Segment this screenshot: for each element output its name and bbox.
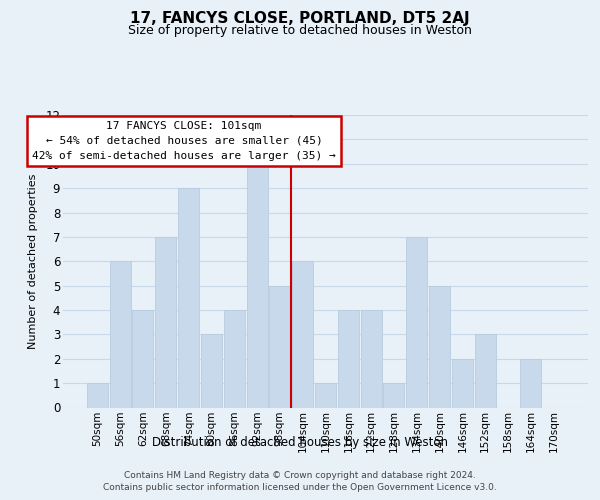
Bar <box>133 310 154 408</box>
Text: 17 FANCYS CLOSE: 101sqm
← 54% of detached houses are smaller (45)
42% of semi-de: 17 FANCYS CLOSE: 101sqm ← 54% of detache… <box>32 121 336 160</box>
Bar <box>155 237 176 408</box>
Bar <box>247 164 268 408</box>
Bar <box>269 286 290 408</box>
Bar <box>338 310 359 408</box>
Bar <box>452 359 473 408</box>
Text: 17, FANCYS CLOSE, PORTLAND, DT5 2AJ: 17, FANCYS CLOSE, PORTLAND, DT5 2AJ <box>130 11 470 26</box>
Bar <box>429 286 450 408</box>
Text: Contains public sector information licensed under the Open Government Licence v3: Contains public sector information licen… <box>103 483 497 492</box>
Bar <box>87 383 108 407</box>
Bar <box>178 188 199 408</box>
Bar <box>292 261 313 408</box>
Y-axis label: Number of detached properties: Number of detached properties <box>28 174 38 349</box>
Bar <box>315 383 336 407</box>
Text: Size of property relative to detached houses in Weston: Size of property relative to detached ho… <box>128 24 472 37</box>
Bar <box>361 310 382 408</box>
Bar <box>475 334 496 407</box>
Bar <box>224 310 245 408</box>
Bar <box>383 383 404 407</box>
Bar <box>520 359 541 408</box>
Text: Distribution of detached houses by size in Weston: Distribution of detached houses by size … <box>152 436 448 449</box>
Bar <box>406 237 427 408</box>
Bar <box>110 261 131 408</box>
Bar <box>201 334 222 407</box>
Text: Contains HM Land Registry data © Crown copyright and database right 2024.: Contains HM Land Registry data © Crown c… <box>124 471 476 480</box>
